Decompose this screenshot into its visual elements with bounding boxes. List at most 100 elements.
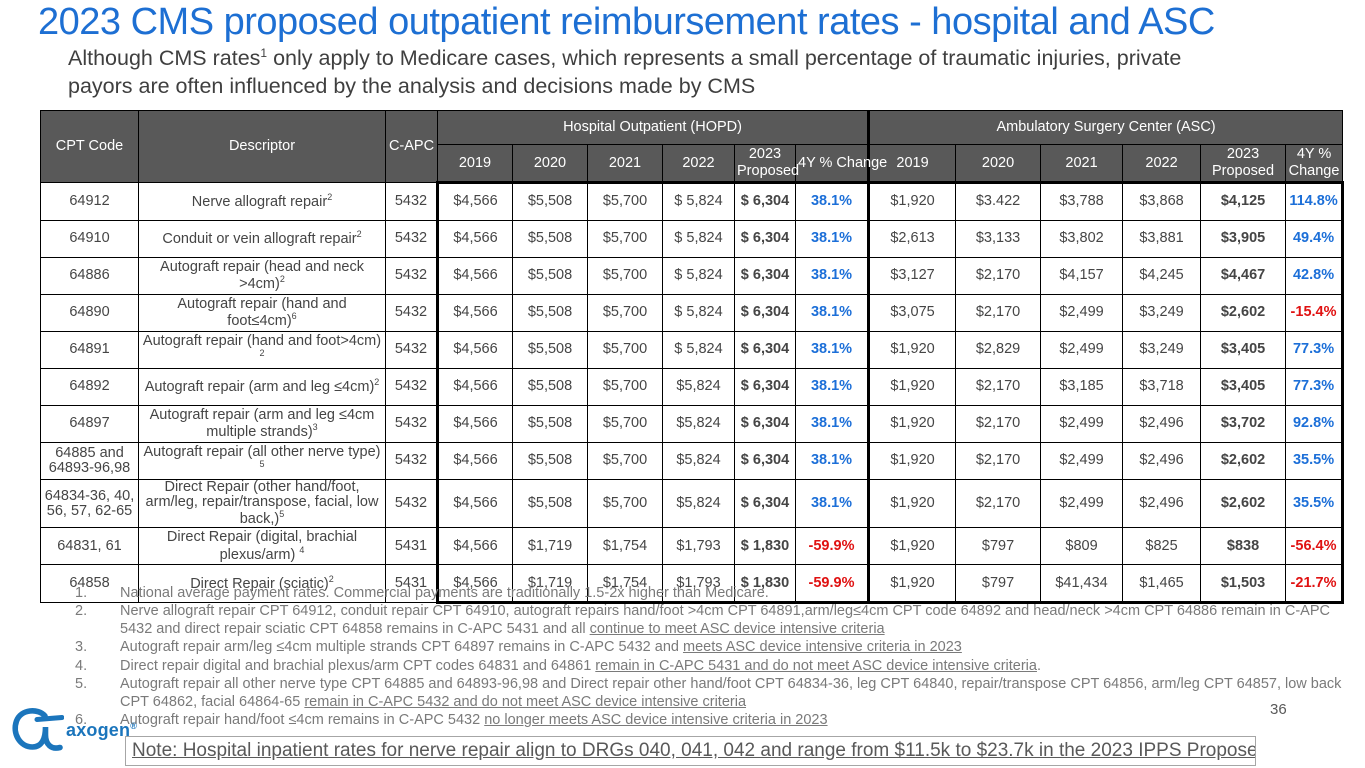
hopd-2021-cell: $1,754	[587, 564, 663, 605]
cpt-code-cell: 64912	[40, 182, 139, 221]
hopd-2019-cell: $4,566	[436, 368, 513, 406]
hopd-2021-cell: $1,754	[587, 527, 663, 566]
hopd-4y-change-cell: 38.1%	[794, 405, 871, 443]
asc-2021-cell: $2,499	[1040, 442, 1124, 480]
asc-2021-cell: $2,499	[1040, 405, 1124, 443]
hopd-4y-change-cell: 38.1%	[794, 478, 871, 529]
asc-2023-proposed-cell: $3,905	[1200, 220, 1287, 258]
hopd-4y-change-cell: 38.1%	[794, 220, 871, 258]
asc-2019-cell: $2,613	[867, 220, 957, 258]
footnote-text: Direct repair digital and brachial plexu…	[120, 657, 1041, 674]
footnote-number: 2.	[75, 603, 88, 620]
capc-cell: 5432	[385, 368, 438, 406]
column-header-descriptor: Descriptor	[138, 110, 386, 183]
asc-2021-cell: $2,499	[1040, 478, 1124, 529]
column-header-asc-2020: 2020	[955, 144, 1042, 183]
table-row: 64885 and 64893-96,98 Autograft repair (a…	[40, 442, 1345, 480]
cpt-code-cell: 64885 and 64893-96,98	[40, 442, 139, 480]
asc-2023-proposed-cell: $2,602	[1200, 478, 1287, 529]
hopd-2020-cell: $5,508	[512, 181, 588, 221]
footnote-item: 2. Nerve allograft repair CPT 64912, cond…	[75, 602, 1347, 638]
column-header-asc-2021: 2021	[1040, 144, 1124, 183]
asc-2019-cell: $1,920	[867, 442, 957, 480]
cpt-code-cell: 64892	[40, 368, 139, 406]
hopd-2022-cell: $ 5,824	[662, 220, 735, 258]
hopd-2023-proposed-cell: $ 6,304	[734, 294, 796, 332]
asc-4y-change-cell: -15.4%	[1285, 294, 1345, 332]
hopd-2022-cell: $ 5,824	[662, 257, 735, 295]
asc-2022-cell: $3,718	[1122, 368, 1202, 406]
descriptor-cell: Autograft repair (hand and foot>4cm) 2	[138, 331, 386, 369]
capc-cell: 5431	[385, 564, 438, 604]
subtitle: Although CMS rates1 only apply to Medica…	[68, 44, 1248, 101]
footnote-number: 3.	[75, 639, 88, 656]
hopd-2019-cell: $4,566	[436, 527, 513, 566]
capc-cell: 5432	[385, 478, 438, 529]
asc-4y-change-cell: 114.8%	[1285, 181, 1345, 221]
asc-2023-proposed-cell: $4,467	[1200, 257, 1287, 295]
hopd-2019-cell: $4,566	[436, 331, 513, 369]
descriptor-cell: Autograft repair (all other nerve type) …	[138, 442, 386, 480]
hopd-2020-cell: $5,508	[512, 331, 588, 369]
asc-2023-proposed-cell: $4,125	[1200, 181, 1287, 221]
hopd-2023-proposed-cell: $ 6,304	[734, 181, 796, 221]
hopd-4y-change-cell: 38.1%	[794, 442, 871, 480]
asc-2020-cell: $2,829	[955, 331, 1042, 369]
descriptor-cell: Direct Repair (other hand/foot, arm/leg,…	[138, 478, 386, 529]
asc-4y-change-cell: 35.5%	[1285, 478, 1345, 529]
table-row: 64897 Autograft repair (arm and leg ≤4cm …	[40, 405, 1345, 443]
cpt-code-cell: 64886	[40, 257, 139, 295]
table-row: 64892 Autograft repair (arm and leg ≤4cm)…	[40, 368, 1345, 406]
asc-2020-cell: $2,170	[955, 442, 1042, 480]
table-row: 64891 Autograft repair (hand and foot>4cm…	[40, 331, 1345, 369]
footnote-text: Nerve allograft repair CPT 64912, condui…	[120, 603, 1330, 638]
hopd-2021-cell: $5,700	[587, 478, 663, 529]
asc-2020-cell: $2,170	[955, 478, 1042, 529]
page-title: 2023 CMS proposed outpatient reimburseme…	[38, 1, 1215, 43]
hopd-2022-cell: $5,824	[662, 368, 735, 406]
cpt-code-cell: 64858	[40, 564, 139, 604]
cpt-code-cell: 64891	[40, 331, 139, 369]
hopd-2019-cell: $4,566	[436, 181, 513, 221]
asc-4y-change-cell: 42.8%	[1285, 257, 1345, 295]
asc-2022-cell: $3,881	[1122, 220, 1202, 258]
group-header-asc: Ambulatory Surgery Center (ASC)	[867, 110, 1344, 145]
capc-cell: 5432	[385, 331, 438, 369]
hopd-4y-change-cell: 38.1%	[794, 257, 871, 295]
asc-2022-cell: $1,465	[1122, 564, 1202, 605]
asc-2022-cell: $825	[1122, 527, 1202, 566]
hopd-2022-cell: $1,793	[662, 564, 735, 605]
hopd-2020-cell: $5,508	[512, 442, 588, 480]
column-header-hopd-4y-change: 4Y % Change	[794, 144, 887, 183]
table-header-row: CPT Code Descriptor C-APC Hospital Outpa…	[40, 110, 1344, 183]
hopd-2022-cell: $ 5,824	[662, 331, 735, 369]
asc-2021-cell: $2,499	[1040, 331, 1124, 369]
hopd-2023-proposed-cell: $ 6,304	[734, 257, 796, 295]
hopd-2023-proposed-cell: $ 6,304	[734, 442, 796, 480]
asc-2020-cell: $3.422	[955, 181, 1042, 221]
hopd-2020-cell: $5,508	[512, 294, 588, 332]
table-year-header-row: 2019 2020 2021 2022 2023 Proposed 4Y % C…	[41, 144, 1344, 183]
descriptor-cell: Direct Repair (sciatic)2	[138, 564, 386, 604]
hopd-2019-cell: $4,566	[436, 442, 513, 480]
column-header-cpt-code: CPT Code	[40, 110, 139, 183]
table-row: 64912 Nerve allograft repair2 5432 $4,566 $5…	[40, 181, 1345, 221]
asc-2023-proposed-cell: $3,405	[1200, 331, 1287, 369]
asc-2023-proposed-cell: $838	[1200, 527, 1287, 566]
descriptor-cell: Autograft repair (head and neck >4cm)2	[138, 257, 386, 295]
asc-2020-cell: $2,170	[955, 257, 1042, 295]
asc-2022-cell: $2,496	[1122, 478, 1202, 529]
hopd-2019-cell: $4,566	[436, 564, 513, 605]
hopd-2022-cell: $5,824	[662, 442, 735, 480]
asc-2019-cell: $1,920	[867, 527, 957, 566]
hopd-2019-cell: $4,566	[436, 405, 513, 443]
hopd-2020-cell: $5,508	[512, 257, 588, 295]
hopd-2021-cell: $5,700	[587, 257, 663, 295]
table-row: 64858 Direct Repair (sciatic)2 5431 $4,566 $…	[40, 564, 1345, 605]
asc-2023-proposed-cell: $2,602	[1200, 294, 1287, 332]
column-header-asc-2022: 2022	[1122, 144, 1202, 183]
hopd-2022-cell: $5,824	[662, 405, 735, 443]
hopd-2021-cell: $5,700	[587, 405, 663, 443]
footnotes: 1. National average payment rates. Commer…	[75, 584, 1347, 729]
